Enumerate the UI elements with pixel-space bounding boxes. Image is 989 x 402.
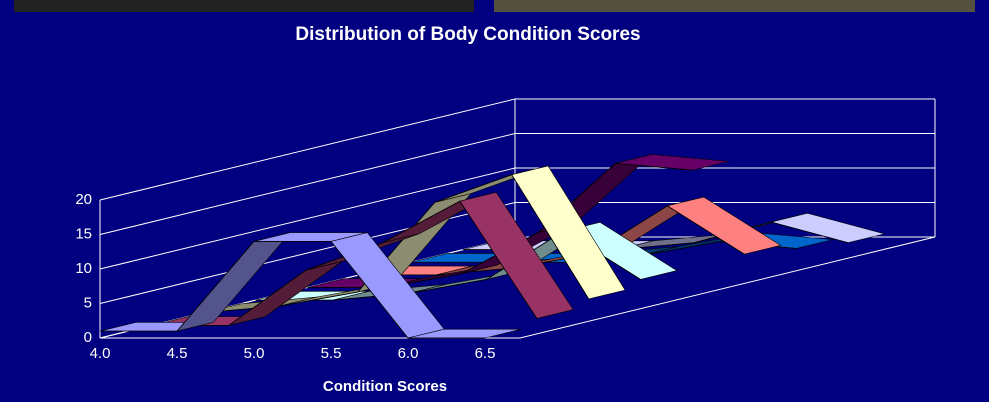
photo-strip: [494, 0, 975, 12]
x-tick-label: 4.5: [167, 345, 188, 362]
photo-strip: [14, 0, 474, 12]
y-tick-label: 5: [84, 294, 92, 311]
x-tick-label: 4.0: [90, 345, 111, 362]
y-tick-label: 10: [75, 260, 92, 277]
x-tick-label: 5.5: [321, 345, 342, 362]
y-tick-label: 20: [75, 191, 92, 208]
chart-title: Distribution of Body Condition Scores: [295, 24, 640, 45]
x-tick-label: 6.0: [398, 345, 419, 362]
page: Distribution of Body Condition Scores Co…: [0, 0, 989, 402]
x-tick-label: 6.5: [475, 345, 496, 362]
x-axis-title: Condition Scores: [323, 378, 447, 395]
x-tick-label: 5.0: [244, 345, 265, 362]
y-tick-label: 0: [84, 329, 92, 346]
y-tick-label: 15: [75, 225, 92, 242]
chart: Distribution of Body Condition Scores Co…: [0, 0, 989, 402]
